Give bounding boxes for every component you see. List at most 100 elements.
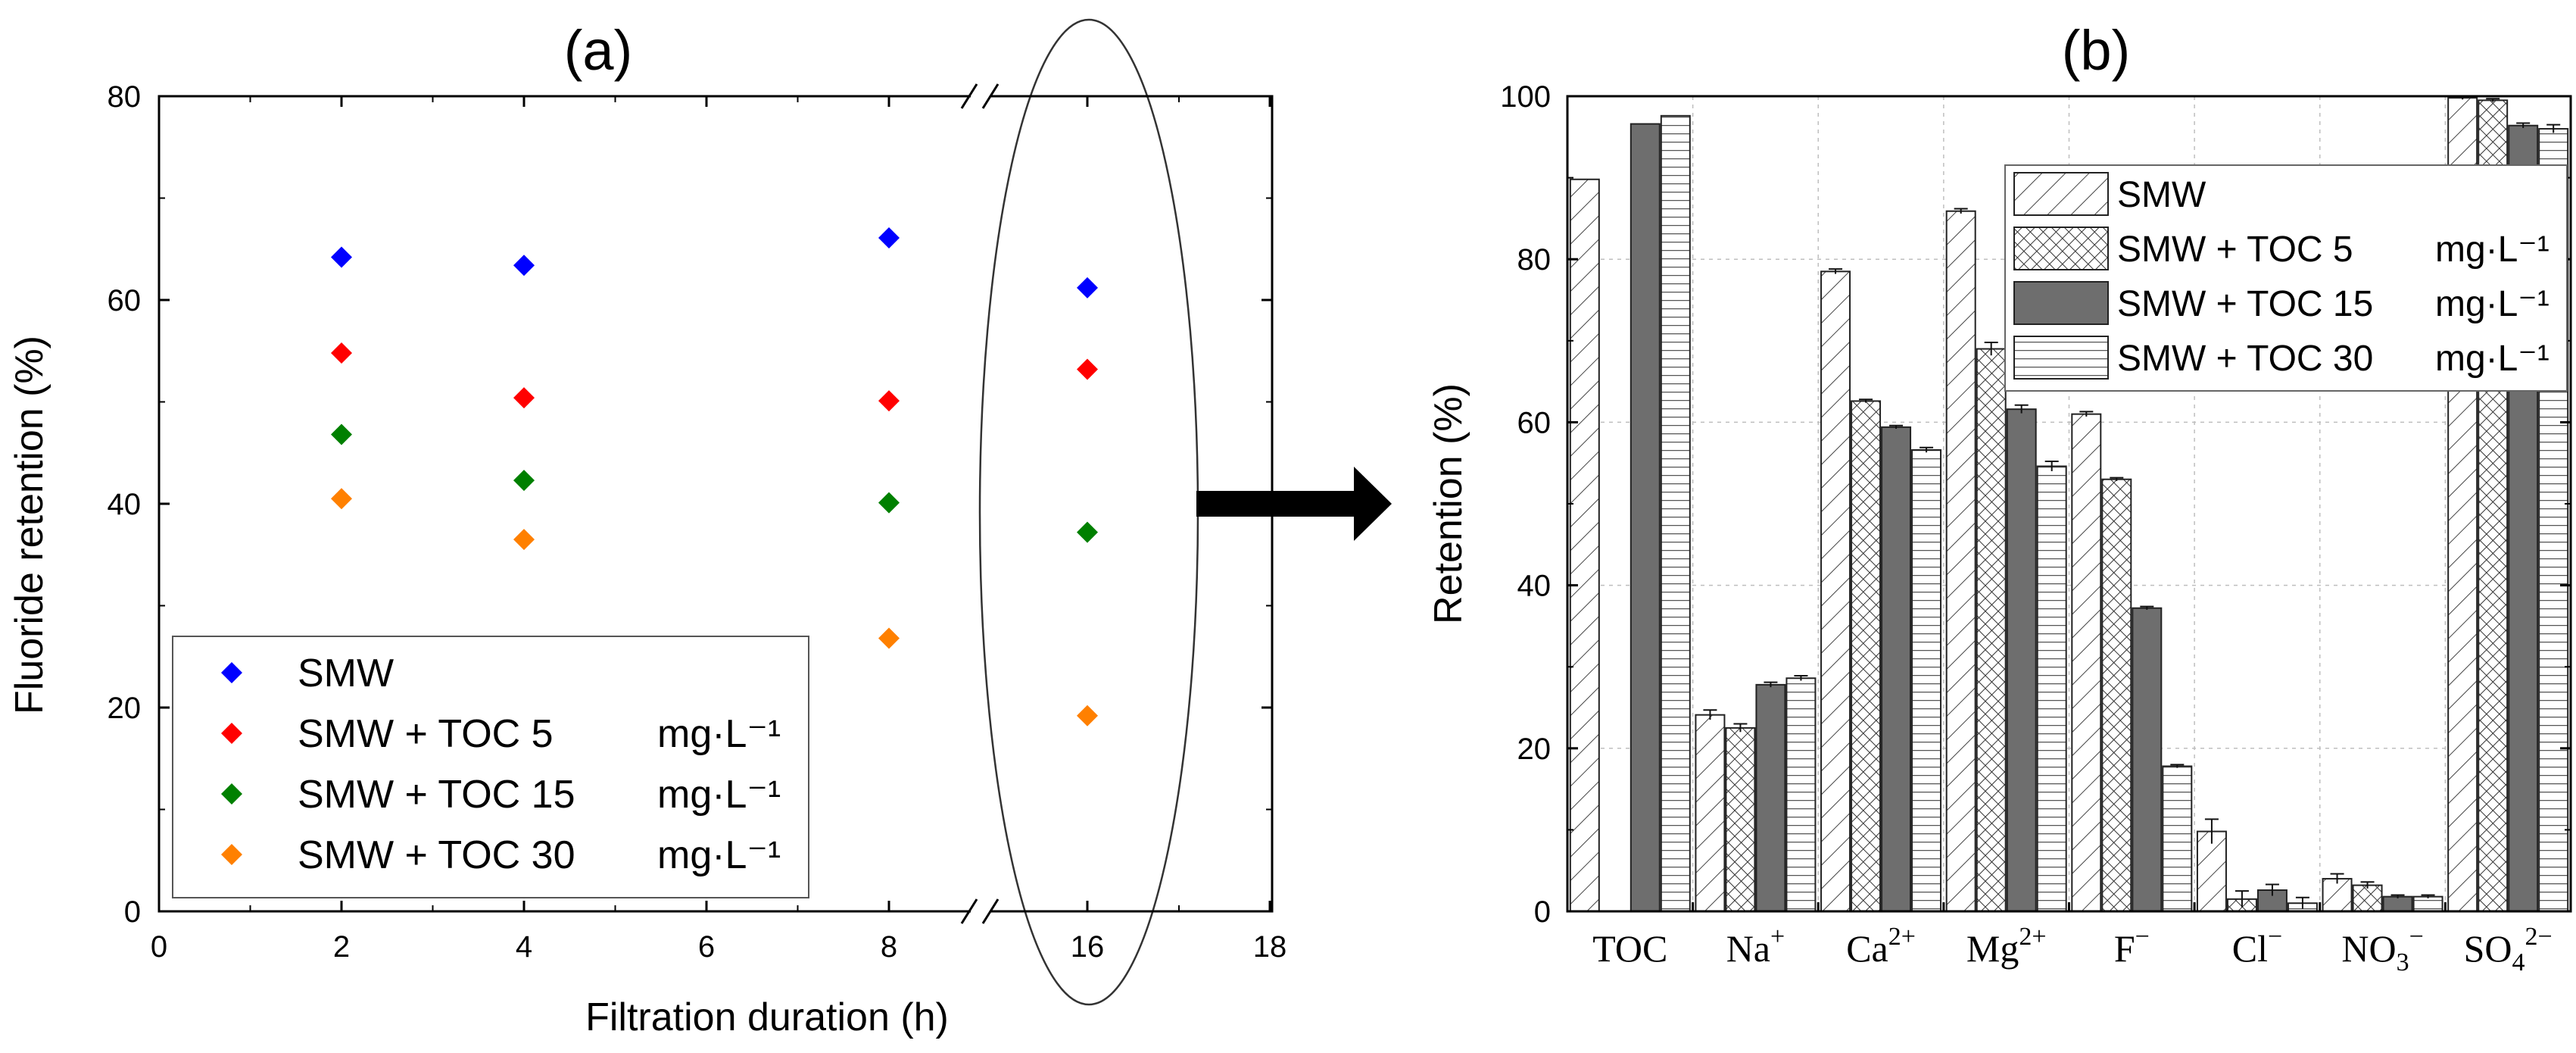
legend-b-label-smw-toc-15: SMW + TOC 15	[2117, 284, 2373, 324]
x-tick-label-a: 16	[1071, 930, 1105, 964]
y-tick-label-b: 100	[1500, 80, 1551, 114]
legend-b-swatch-smw-toc-15	[2013, 281, 2109, 325]
x-tick-label-b: Na+	[1726, 923, 1785, 970]
legend-b-label-smw-toc-5: SMW + TOC 5	[2117, 230, 2353, 270]
point-smw-toc-30-2h	[331, 488, 352, 510]
y-tick-label-a: 80	[108, 80, 142, 114]
x-tick-label-a: 2	[333, 930, 350, 964]
bar-smw-toc-5-f	[2101, 478, 2132, 912]
bar-smw-toc-30-f	[2162, 765, 2193, 912]
bar-smw-toc-15-f	[2132, 607, 2163, 913]
arrow-right-icon	[1196, 467, 1392, 541]
bar-smw-toc-30-ca	[1911, 448, 1942, 912]
legend-b-swatch-smw-toc-30	[2013, 336, 2109, 380]
legend-a-marker-smw	[221, 662, 242, 683]
bar-smw-toc-15-toc	[1629, 123, 1661, 913]
legend-a-label-smw: SMW	[298, 651, 394, 695]
legend-b-label-smw-toc-30: SMW + TOC 30	[2117, 339, 2373, 379]
legend-a-marker-smw-toc-5	[221, 723, 242, 744]
bar-smw-toc-15-no	[2382, 895, 2413, 912]
y-tick-label-a: 0	[124, 895, 141, 929]
bar-smw-toc-15-ca	[1881, 426, 1912, 912]
y-tick-label-b: 60	[1517, 406, 1552, 439]
bar-smw-f	[2071, 413, 2102, 912]
point-smw-toc-30-16h	[1077, 705, 1098, 726]
legend-a-label-smw-toc-5: SMW + TOC 5	[298, 712, 554, 756]
bar-smw-toc-5-ca	[1851, 400, 1882, 912]
y-tick-label-a: 40	[108, 488, 142, 521]
point-smw-toc-5-4h	[513, 387, 535, 409]
x-tick-label-b: NO3−	[2341, 923, 2423, 976]
legend-a-unit-smw-toc-5: mg·L⁻¹	[657, 712, 781, 756]
x-tick-label-b: SO42−	[2464, 923, 2553, 976]
y-tick-label-b: 0	[1534, 895, 1551, 929]
legend-a-unit-smw-toc-15: mg·L⁻¹	[657, 773, 781, 817]
point-smw-toc-5-2h	[331, 342, 352, 364]
x-tick-label-a: 18	[1253, 930, 1287, 964]
x-tick-label-b: F−	[2114, 923, 2150, 970]
bar-smw-toc-15-mg	[2006, 408, 2037, 912]
legend-a-label-smw-toc-15: SMW + TOC 15	[298, 773, 575, 817]
x-tick-label-b: Mg2+	[1966, 923, 2047, 970]
legend-a-marker-smw-toc-15	[221, 783, 242, 805]
legend-b-label-smw: SMW	[2117, 175, 2206, 215]
y-tick-label-b: 20	[1517, 733, 1552, 766]
x-tick-label-b: Ca2+	[1846, 923, 1916, 970]
x-tick-label-a: 8	[881, 930, 897, 964]
legend-a-unit-smw-toc-30: mg·L⁻¹	[657, 833, 781, 877]
x-tick-label-a: 6	[698, 930, 715, 964]
y-tick-label-a: 60	[108, 284, 142, 317]
bar-smw-cl	[2196, 830, 2227, 912]
highlight-ellipse	[978, 18, 1199, 1006]
bar-smw-toc	[1569, 178, 1600, 912]
point-smw-toc-15-8h	[878, 492, 900, 514]
panel-a-title: (a)	[564, 19, 632, 82]
legend-b-swatch-smw	[2013, 172, 2109, 216]
bar-smw-toc-5-mg	[1976, 348, 2007, 912]
axis-break-mark	[981, 83, 1000, 109]
point-smw-8h	[878, 227, 900, 248]
bar-smw-toc-30-mg	[2036, 465, 2067, 912]
legend-b-unit-smw-toc-30: mg·L⁻¹	[2435, 339, 2549, 379]
bar-smw-toc-5-na	[1725, 726, 1756, 913]
bar-smw-na	[1695, 714, 1726, 913]
x-tick-label-b: Cl−	[2232, 923, 2282, 970]
y-tick-label-a: 20	[108, 692, 142, 725]
x-tick-label-b: TOC	[1592, 927, 1667, 970]
axis-break-mark	[960, 83, 978, 109]
axis-break-mark	[960, 898, 978, 924]
x-tick-label-a: 0	[151, 930, 167, 964]
point-smw-toc-15-4h	[513, 470, 535, 492]
legend-a	[172, 636, 809, 898]
point-smw-toc-30-8h	[878, 627, 900, 649]
bar-smw-toc-30-no	[2412, 895, 2443, 912]
x-tick-label-a: 4	[516, 930, 532, 964]
point-smw-toc-5-16h	[1077, 358, 1098, 380]
panel-a-ylabel: Fluoride retention (%)	[8, 336, 51, 714]
bar-smw-mg	[1945, 210, 1976, 912]
point-smw-toc-15-16h	[1077, 521, 1098, 543]
y-tick-label-b: 80	[1517, 243, 1552, 277]
y-tick-label-b: 40	[1517, 570, 1552, 603]
bar-smw-toc-30-toc	[1660, 114, 1691, 913]
legend-b-unit-smw-toc-15: mg·L⁻¹	[2435, 284, 2549, 324]
point-smw-4h	[513, 255, 535, 277]
point-smw-16h	[1077, 277, 1098, 298]
legend-a-marker-smw-toc-30	[221, 844, 242, 865]
panel-a-scatter: (a) 0 20 40 60 80 0 2 4 6 8 16 18 SMW SMW + TOC 5 mg·L…	[8, 18, 1287, 1039]
bar-smw-toc-30-na	[1785, 677, 1817, 912]
panel-b-bar: (b) TOC Na+ Ca2+ Mg2+ F− Cl− NO3− SO42− 0 20 40 60 8…	[1427, 19, 2572, 976]
point-smw-2h	[331, 246, 352, 268]
legend-b-swatch-smw-toc-5	[2013, 227, 2109, 270]
legend-b-unit-smw-toc-5: mg·L⁻¹	[2435, 230, 2549, 270]
bar-smw-ca	[1820, 270, 1851, 912]
bar-smw-toc-15-na	[1755, 683, 1786, 912]
panel-b-ylabel: Retention (%)	[1427, 383, 1470, 624]
bar-smw-toc-5-no	[2352, 884, 2383, 912]
axis-break-mark	[981, 898, 1000, 924]
panel-a-xlabel: Filtration duration (h)	[585, 995, 949, 1039]
point-smw-toc-15-2h	[331, 423, 352, 445]
point-smw-toc-30-4h	[513, 529, 535, 551]
panel-b-title: (b)	[2062, 19, 2130, 82]
